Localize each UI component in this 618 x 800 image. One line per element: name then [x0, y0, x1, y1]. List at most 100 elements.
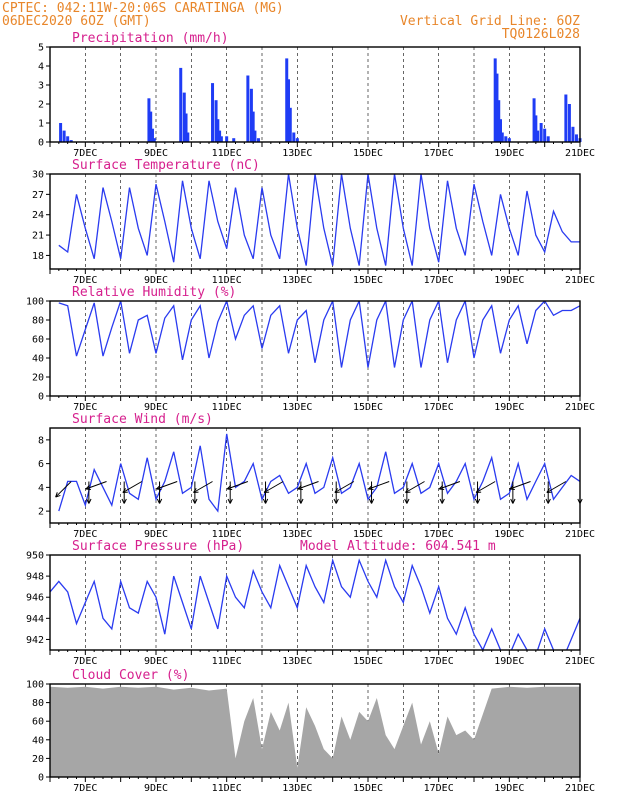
x-tick-label: 19DEC [494, 783, 524, 794]
precip-bar [497, 100, 501, 142]
precip-bar [152, 138, 156, 142]
header-grid-note: Vertical Grid Line: 6OZ [400, 14, 580, 29]
wind-arrow [438, 481, 461, 491]
precip-bar [287, 79, 290, 142]
precip-bar [571, 126, 575, 142]
y-tick-label: 1 [38, 119, 44, 130]
x-tick-label: 13DEC [282, 148, 312, 159]
wind-arrow [156, 481, 178, 491]
y-tick-label: 40 [32, 354, 44, 365]
precip-bar [532, 98, 536, 142]
precip-bar [564, 94, 568, 142]
x-tick-label: 19DEC [494, 656, 524, 667]
x-tick-label: 19DEC [494, 402, 524, 413]
wind-arrow [368, 481, 375, 504]
wind-arrow [368, 481, 390, 491]
x-tick-label: 21DEC [565, 402, 595, 413]
series-line [58, 174, 580, 266]
precip-bar [214, 100, 218, 142]
y-tick-label: 100 [26, 297, 44, 308]
panel-2: Surface Temperature (nC) 18 21 24 27 30 7DEC 9D… [32, 158, 595, 286]
wind-arrow [405, 481, 425, 493]
panel-title: Surface Wind (m/s) [72, 412, 213, 427]
y-tick-label: 0 [38, 392, 44, 403]
x-tick-label: 11DEC [212, 783, 242, 794]
y-tick-label: 18 [32, 251, 44, 262]
x-tick-label: 7DEC [73, 656, 97, 667]
wind-arrow [334, 481, 355, 493]
series-line [58, 433, 580, 513]
panel-frame [49, 300, 581, 397]
precip-bar [536, 130, 540, 142]
wind-arrow [122, 481, 143, 493]
precip-bar [225, 136, 229, 142]
precip-bar [567, 104, 571, 142]
x-tick-label: 21DEC [565, 148, 595, 159]
wind-arrow [55, 481, 72, 498]
wind-arrow [227, 481, 233, 504]
x-tick-label: 17DEC [424, 148, 454, 159]
y-tick-label: 2 [38, 507, 44, 518]
wind-arrow [546, 481, 567, 493]
x-tick-label: 11DEC [212, 148, 242, 159]
precip-bar [256, 138, 260, 142]
x-tick-label: 17DEC [424, 275, 454, 286]
precip-bar [543, 128, 547, 142]
x-tick-label: 9DEC [144, 148, 168, 159]
x-tick-label: 17DEC [424, 402, 454, 413]
wind-arrow [298, 481, 304, 504]
y-tick-label: 40 [32, 735, 44, 746]
precip-bar [499, 119, 502, 142]
y-tick-label: 6 [38, 459, 44, 470]
wind-arrow [510, 481, 516, 504]
y-tick-label: 4 [38, 483, 44, 494]
precip-bar [182, 92, 186, 142]
y-tick-label: 950 [26, 551, 44, 562]
precip-bar [504, 136, 508, 142]
precip-bar [295, 138, 299, 142]
precip-bar [253, 130, 257, 142]
panels: Precipitation (mm/h) 0 1 2 3 4 5 7DEC 9DEC 11DEC 1… [26, 31, 595, 794]
x-tick-label: 17DEC [424, 656, 454, 667]
precip-bar [147, 98, 151, 142]
y-tick-label: 3 [38, 81, 44, 92]
x-tick-label: 19DEC [494, 529, 524, 540]
x-tick-label: 15DEC [353, 656, 383, 667]
precip-bar [69, 140, 73, 142]
wind-arrow [193, 481, 213, 493]
precip-bar [216, 119, 220, 142]
x-tick-label: 13DEC [282, 656, 312, 667]
y-tick-label: 20 [32, 373, 44, 384]
precip-bar [186, 132, 190, 142]
precip-bar [211, 83, 215, 142]
y-tick-label: 4 [38, 62, 44, 73]
x-tick-label: 13DEC [282, 275, 312, 286]
precip-bar [288, 107, 292, 142]
header-run-time: 06DEC2020 6OZ (GMT) [2, 14, 151, 29]
precip-bar [507, 138, 511, 142]
x-tick-label: 21DEC [565, 783, 595, 794]
y-tick-label: 8 [38, 435, 44, 446]
x-tick-label: 9DEC [144, 783, 168, 794]
x-tick-label: 7DEC [73, 402, 97, 413]
wind-arrow [85, 481, 107, 491]
x-tick-label: 7DEC [73, 529, 97, 540]
x-tick-label: 15DEC [353, 275, 383, 286]
x-tick-label: 9DEC [144, 656, 168, 667]
precip-bar [574, 134, 578, 142]
y-tick-label: 60 [32, 717, 44, 728]
x-tick-label: 9DEC [144, 529, 168, 540]
precip-bar [179, 67, 183, 142]
precip-bar [59, 123, 63, 142]
y-tick-label: 0 [38, 138, 44, 149]
x-tick-label: 15DEC [353, 148, 383, 159]
y-tick-label: 0 [38, 773, 44, 784]
precip-bar [150, 128, 154, 142]
precip-bar [184, 113, 188, 142]
wind-arrow [226, 481, 249, 491]
y-tick-label: 944 [26, 614, 44, 625]
precip-bar [246, 75, 250, 142]
precip-bar [534, 115, 538, 142]
cloud-cover-area [50, 686, 580, 777]
precip-bar [249, 88, 253, 142]
